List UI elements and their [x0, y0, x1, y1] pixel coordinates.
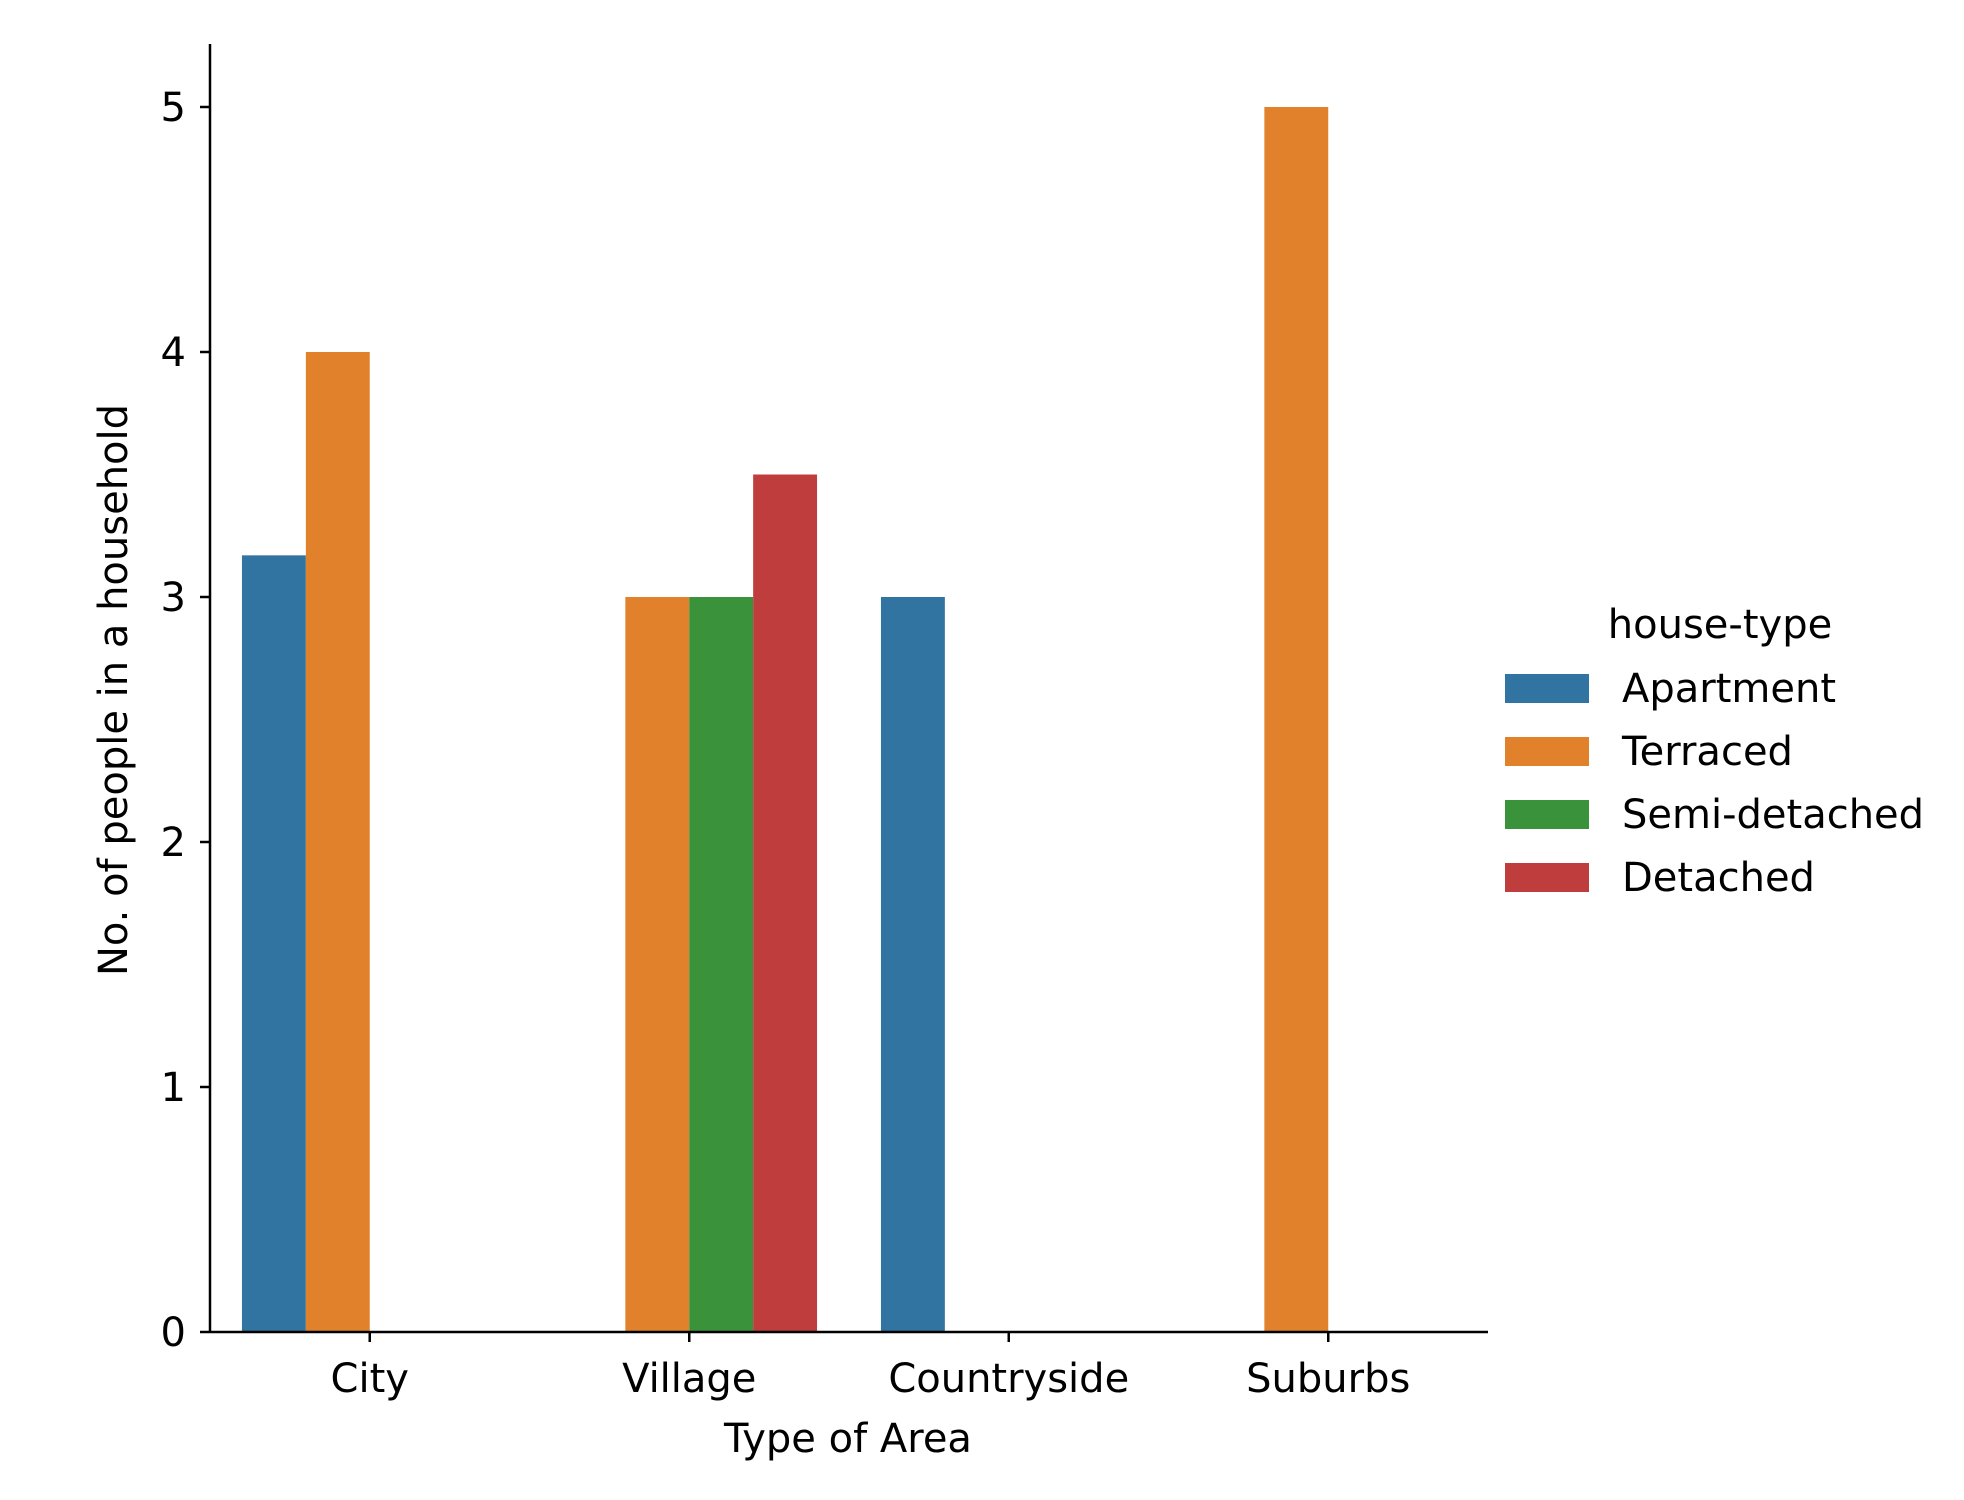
- legend-label: Detached: [1622, 855, 1815, 901]
- bar-apartment-countryside: [880, 597, 945, 1332]
- bar-terraced-suburbs: [1264, 107, 1329, 1332]
- x-tick-label: Suburbs: [1246, 1356, 1410, 1402]
- legend: house-type Apartment Terraced Semi-detache…: [1505, 602, 1924, 901]
- y-axis-label: No. of people in a household: [91, 404, 137, 976]
- legend-swatch: [1505, 674, 1589, 703]
- legend-swatch: [1505, 863, 1589, 892]
- bar-semi-detached-village: [689, 597, 754, 1332]
- bar-terraced-village: [625, 597, 690, 1332]
- y-tick-label: 5: [161, 85, 186, 131]
- legend-title: house-type: [1608, 602, 1832, 648]
- x-axis-label: Type of Area: [723, 1416, 972, 1462]
- legend-items: Apartment Terraced Semi-detached Detached: [1505, 666, 1924, 901]
- legend-label: Terraced: [1621, 729, 1793, 775]
- y-tick-label: 1: [161, 1065, 186, 1111]
- y-tick-label: 4: [161, 330, 186, 376]
- bars-layer: [241, 107, 1329, 1332]
- legend-label: Apartment: [1622, 666, 1836, 712]
- legend-label: Semi-detached: [1622, 792, 1924, 838]
- x-tick-label: Village: [622, 1356, 756, 1402]
- y-tick-label: 2: [161, 820, 186, 866]
- legend-swatch: [1505, 737, 1589, 766]
- bar-apartment-city: [241, 555, 306, 1332]
- bar-terraced-city: [305, 352, 370, 1332]
- y-tick-label: 0: [161, 1310, 186, 1356]
- x-tick-label: City: [331, 1356, 409, 1402]
- axes-layer: 0 1 2 3 4 5 City Village Countryside Suburbs: [161, 44, 1488, 1402]
- y-tick-label: 3: [161, 575, 186, 621]
- legend-swatch: [1505, 800, 1589, 829]
- x-tick-label: Countryside: [888, 1356, 1129, 1402]
- bar-detached-village: [753, 474, 818, 1332]
